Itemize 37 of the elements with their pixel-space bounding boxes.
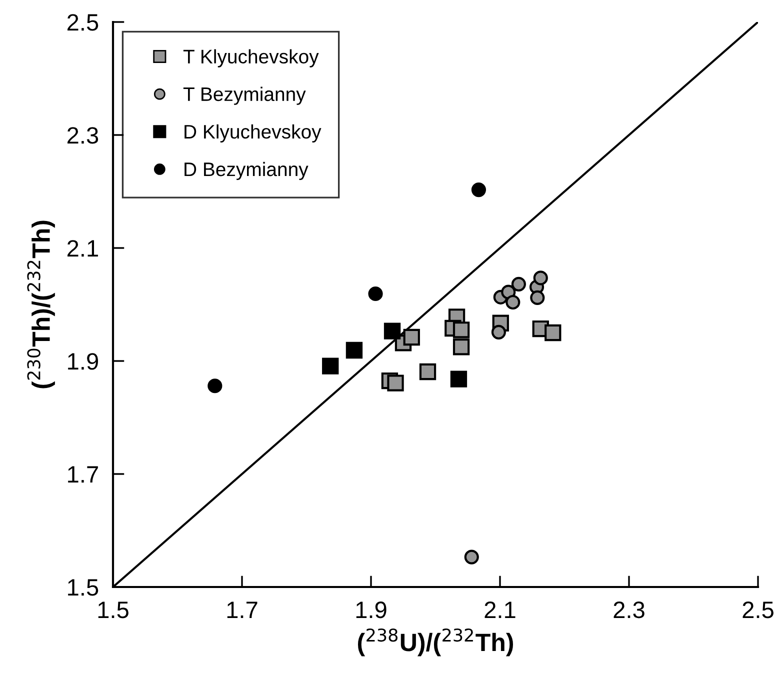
point bbox=[511, 276, 526, 292]
point bbox=[530, 290, 545, 306]
legend-label: D Klyuchevskoy bbox=[184, 124, 322, 142]
point bbox=[471, 182, 486, 198]
y-tick-label: 1.7 bbox=[68, 466, 98, 483]
point bbox=[464, 550, 479, 564]
y-tick-label: 2.5 bbox=[67, 14, 98, 31]
point bbox=[403, 328, 420, 346]
point bbox=[533, 270, 548, 286]
x-tick-label: 2.1 bbox=[484, 602, 516, 618]
y-axis-title: ($^{230}$Th)/($^{232}$Th) bbox=[27, 220, 55, 388]
point bbox=[208, 378, 222, 394]
point bbox=[544, 324, 562, 342]
point bbox=[322, 358, 339, 374]
point bbox=[368, 286, 383, 302]
point bbox=[452, 322, 470, 338]
point bbox=[384, 322, 401, 340]
x-tick-label: 2.5 bbox=[742, 602, 774, 618]
y-tick-label: 2.1 bbox=[67, 240, 98, 257]
x-tick-label: 1.5 bbox=[98, 602, 128, 618]
y-tick-label: 1.5 bbox=[68, 579, 98, 596]
x-tick-label: 1.9 bbox=[356, 602, 386, 618]
point bbox=[452, 338, 470, 356]
x-axis-title: ($^{238}$U)/($^{232}$Th) bbox=[358, 628, 513, 656]
legend-label: D Bezymianny bbox=[184, 162, 308, 180]
y-tick-label: 2.3 bbox=[67, 127, 98, 144]
point bbox=[450, 370, 468, 388]
point bbox=[387, 374, 404, 392]
point bbox=[419, 363, 436, 380]
point bbox=[346, 342, 363, 359]
y-tick-label: 1.9 bbox=[68, 353, 98, 370]
x-tick-label: 2.3 bbox=[614, 602, 644, 618]
point bbox=[491, 324, 506, 340]
x-tick-label: 1.7 bbox=[227, 602, 258, 618]
legend-label: T Klyuchevskoy bbox=[183, 49, 319, 68]
point bbox=[506, 294, 520, 310]
legend-label: T Bezymianny bbox=[183, 86, 306, 105]
